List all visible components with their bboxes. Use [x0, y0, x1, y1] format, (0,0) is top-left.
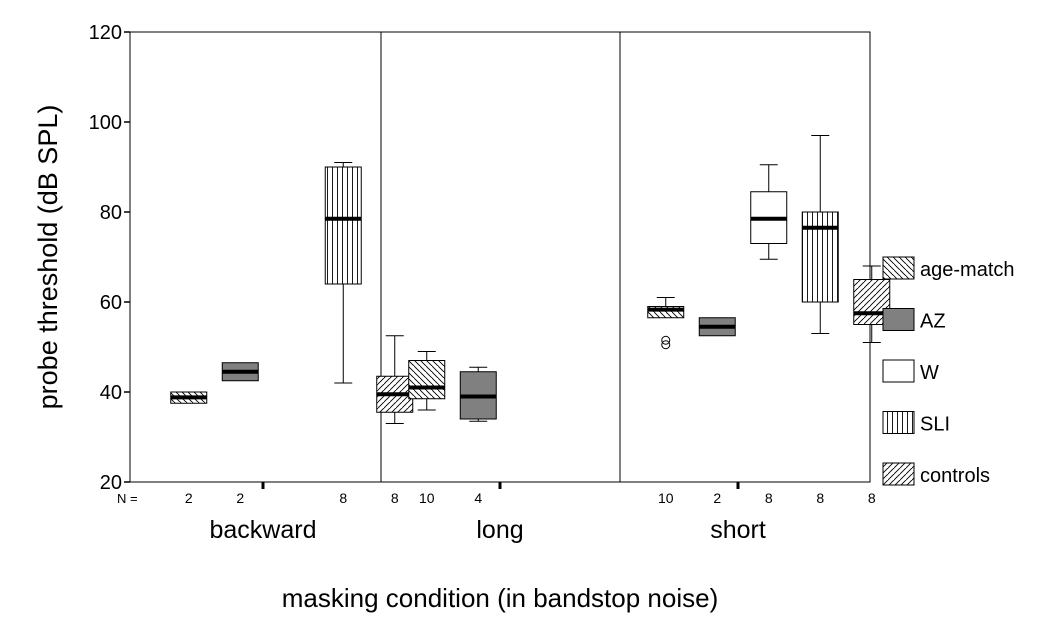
- y-tick-label: 120: [89, 22, 122, 44]
- y-tick-label: 80: [100, 202, 122, 224]
- legend-swatch: [882, 411, 915, 434]
- n-value-label: 8: [391, 490, 399, 506]
- legend-swatch: [882, 462, 915, 486]
- box-backward-AZ: 2: [221, 362, 259, 506]
- legend-item-AZ: AZ: [882, 308, 946, 333]
- box-short-W: 8: [750, 164, 788, 506]
- y-axis-label: probe threshold (dB SPL): [33, 105, 63, 410]
- box-short-AZ: 2: [698, 317, 736, 506]
- box-backward-controls: 8: [376, 335, 414, 506]
- legend-label: controls: [920, 465, 990, 487]
- x-axis: backward long short: [210, 482, 766, 544]
- x-tick-label-backward: backward: [210, 516, 317, 544]
- n-value-label: 8: [765, 490, 773, 506]
- outlier-point: [661, 340, 671, 350]
- box-short-controls: 8: [853, 265, 891, 506]
- x-tick-label-short: short: [710, 516, 766, 544]
- box-long-age-match: 10: [408, 351, 446, 506]
- box-backward-age-match: 2: [170, 391, 208, 506]
- n-label: N =: [117, 491, 138, 506]
- box-short-SLI: 8: [801, 135, 839, 506]
- n-value-label: 8: [339, 490, 347, 506]
- plot-frame: [129, 31, 871, 483]
- n-value-label: 10: [419, 490, 435, 506]
- legend-item-age-match: age-match: [882, 256, 1015, 281]
- x-tick-label-long: long: [476, 516, 523, 544]
- n-value-label: 8: [816, 490, 824, 506]
- n-value-label: 2: [185, 490, 193, 506]
- y-tick-label: 100: [89, 112, 122, 134]
- legend-label: age-match: [920, 259, 1015, 281]
- legend-label: W: [920, 362, 939, 384]
- boxes: 2 2 8 8 10 4 10 2 8 8 8: [170, 135, 891, 506]
- box-long-AZ: 4: [459, 366, 497, 506]
- legend-swatch: [882, 256, 915, 280]
- legend-item-SLI: SLI: [882, 411, 950, 436]
- y-tick-label: 20: [100, 472, 122, 494]
- box-body: [647, 306, 685, 319]
- box-body: [408, 360, 446, 400]
- legend-swatch: [882, 359, 915, 383]
- y-tick-label: 40: [100, 382, 122, 404]
- plot-border: [129, 31, 871, 483]
- box-backward-SLI: 8: [324, 162, 362, 506]
- n-value-label: 10: [658, 490, 674, 506]
- legend-label: AZ: [920, 311, 946, 333]
- y-axis: 20 40 60 80 100 120: [89, 22, 130, 494]
- n-value-label: 2: [713, 490, 721, 506]
- legend-item-W: W: [882, 359, 939, 384]
- legend-item-controls: controls: [882, 462, 990, 487]
- legend-swatch: [882, 308, 915, 331]
- n-value-label: 4: [474, 490, 482, 506]
- n-value-label: 8: [868, 490, 876, 506]
- x-axis-label: masking condition (in bandstop noise): [282, 583, 718, 613]
- box-short-age-match: 10: [647, 297, 685, 506]
- legend: age-match AZ W SLI controls: [882, 256, 1015, 487]
- box-body: [324, 166, 362, 285]
- legend-label: SLI: [920, 414, 950, 436]
- box-body: [801, 211, 839, 303]
- n-value-label: 2: [236, 490, 244, 506]
- outlier-point: [661, 335, 671, 345]
- y-tick-label: 60: [100, 292, 122, 314]
